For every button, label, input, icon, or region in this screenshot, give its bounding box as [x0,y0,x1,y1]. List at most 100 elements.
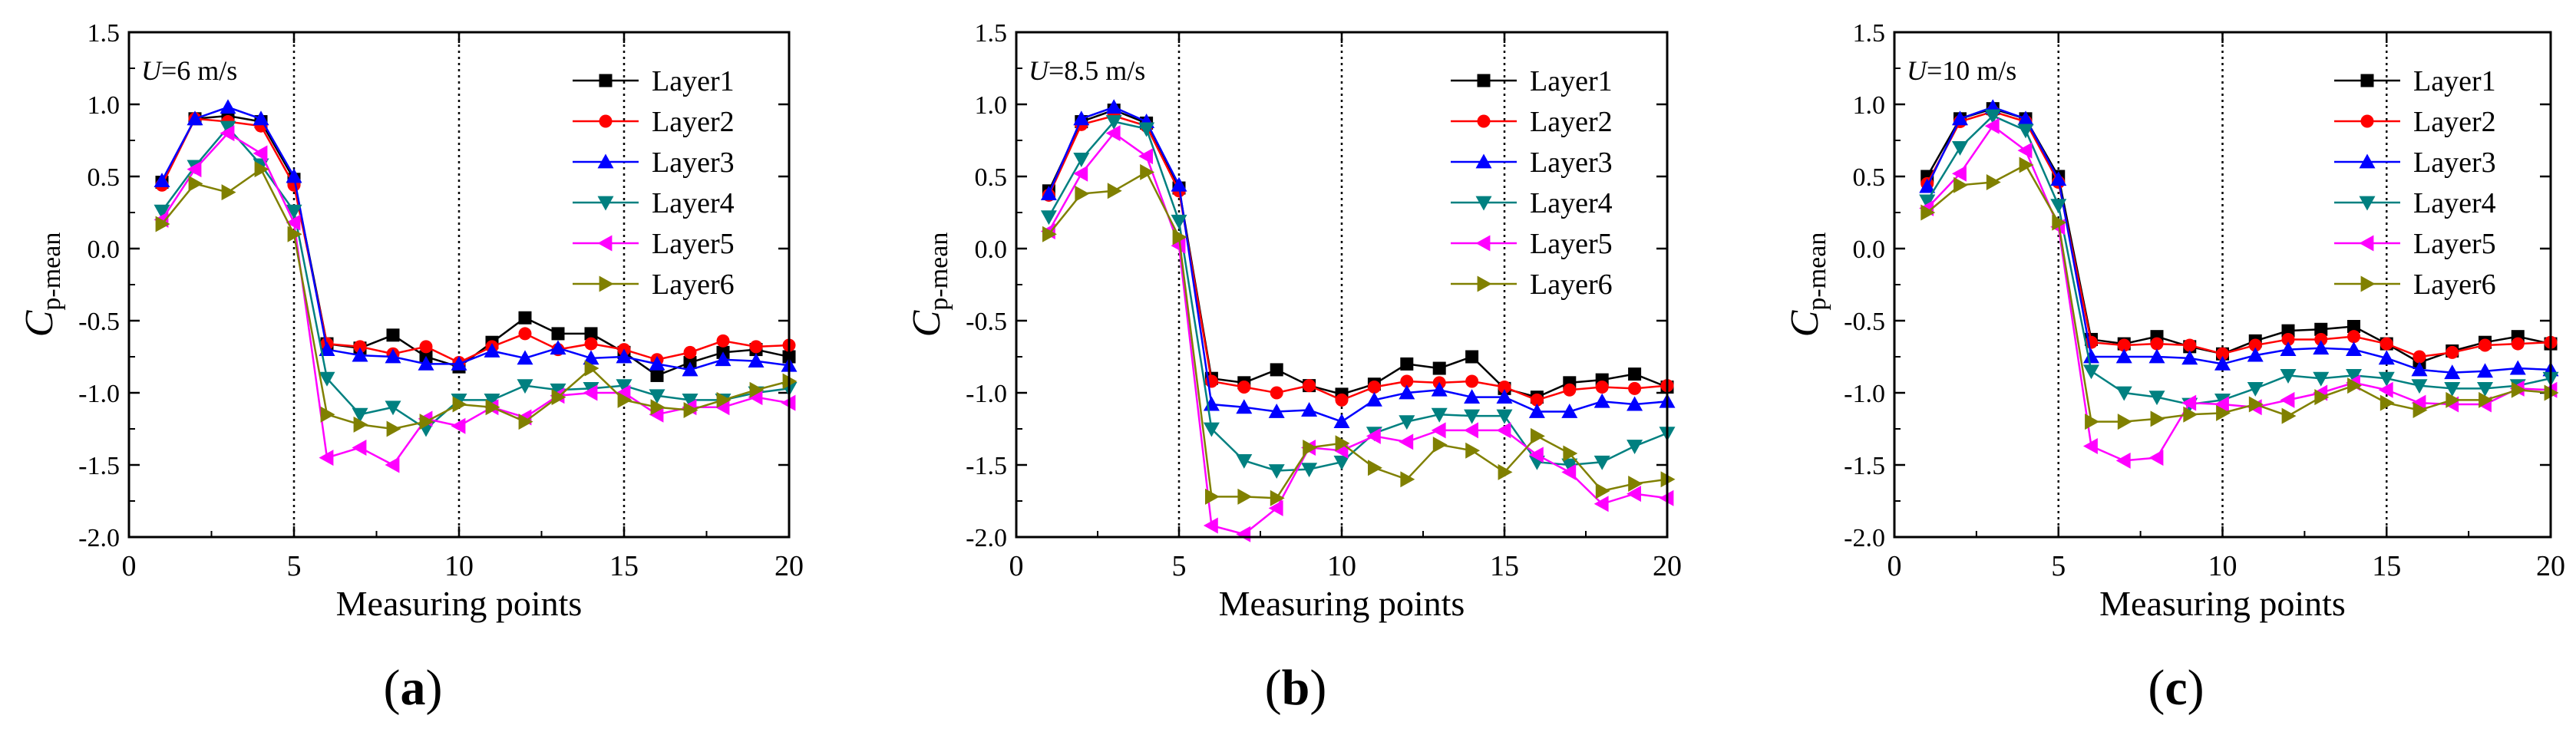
data-point-layer6 [1237,488,1253,505]
legend-marker [1475,153,1492,169]
data-point-layer3 [418,355,434,371]
data-point-layer2 [2314,332,2328,346]
data-point-layer6 [155,216,170,232]
data-point-layer6 [2347,377,2362,394]
y-tick-label: -1.0 [1844,380,1885,408]
legend-label: Layer5 [652,228,735,260]
data-point-layer6 [1172,229,1187,246]
data-point-layer6 [254,161,269,178]
y-axis-label: Cp-mean [18,232,66,338]
data-point-layer5 [1073,165,1088,182]
data-point-layer3 [1105,99,1122,114]
legend-label: Layer5 [2413,228,2496,260]
data-point-layer6 [2446,391,2461,408]
series-line-layer6 [1048,170,1668,499]
data-point-layer3 [319,341,335,356]
data-point-layer2 [1595,380,1609,394]
data-point-layer2 [1628,381,1642,395]
y-axis-label: Cp-mean [1783,232,1831,338]
data-point-layer5 [2181,394,2197,411]
panel-label: (b) [1265,660,1327,716]
data-point-layer2 [2117,338,2131,352]
data-point-layer4 [682,394,698,408]
legend-label: Layer1 [1530,65,1613,97]
data-point-layer6 [2479,391,2493,408]
data-point-layer1 [1432,361,1446,375]
data-point-layer2 [2216,347,2229,361]
data-point-layer6 [749,381,765,398]
x-tick-label: 10 [2208,550,2237,582]
data-point-layer5 [616,384,631,401]
data-point-layer1 [1465,350,1479,364]
data-point-layer5 [1399,433,1414,450]
data-point-layer5 [1984,117,2000,134]
data-point-layer3 [352,347,368,362]
data-point-layer3 [517,350,533,365]
data-point-layer3 [682,361,698,377]
data-point-layer4 [2083,364,2099,380]
chart-panel-c: 0 5 10 15 20 -2.0 -1.5 -1.0 -0.5 0.0 0.5 1.0 1.5 U=10… [1783,19,2565,716]
data-point-layer5 [1268,499,1283,516]
data-point-layer2 [2379,337,2393,351]
data-point-layer4 [1627,440,1643,455]
data-point-layer4 [1984,109,2001,124]
data-point-layer1 [386,328,400,342]
legend-marker [1477,114,1491,128]
x-tick-label: 0 [1009,550,1024,582]
y-tick-label: 1.5 [88,19,121,48]
y-tick-label: -1.0 [78,380,120,408]
data-point-layer5 [1236,526,1251,542]
legend-label: Layer3 [2413,147,2496,179]
data-point-layer6 [1498,463,1513,480]
data-point-layer4 [2050,199,2067,214]
data-point-layer2 [1498,380,1511,394]
data-point-layer3 [1171,176,1187,192]
legend-label: Layer3 [1530,147,1613,179]
data-point-layer5 [2017,142,2033,159]
data-point-layer6 [353,416,368,433]
data-point-layer4 [2477,381,2493,397]
series-layer6 [155,161,798,437]
data-point-layer1 [1400,357,1414,371]
data-point-layer3 [1333,414,1350,428]
legend-label: Layer2 [2413,106,2496,138]
legend-marker [2360,114,2374,128]
data-point-layer3 [2017,110,2034,126]
data-point-layer6 [518,414,533,430]
data-point-layer1 [650,368,664,382]
data-point-layer4 [2378,371,2395,387]
legend-marker [2359,196,2376,211]
data-point-layer1 [551,327,565,341]
data-point-layer6 [2085,414,2099,430]
data-point-layer3 [616,348,632,364]
data-point-layer3 [2214,355,2231,371]
series-layer4 [1919,109,2559,413]
data-point-layer3 [1268,403,1285,418]
data-point-layer4 [616,379,632,394]
data-point-layer4 [1496,409,1513,424]
data-point-layer3 [1593,393,1610,408]
series-line-layer4 [1926,114,2551,406]
data-point-layer2 [1465,374,1479,388]
data-point-layer6 [650,399,665,416]
legend-label: Layer2 [652,106,735,138]
data-point-layer6 [386,420,401,437]
data-point-layer3 [2378,350,2395,365]
legend-label: Layer4 [2413,187,2496,219]
x-tick-label: 20 [1653,550,1682,582]
data-point-layer5 [1561,463,1577,480]
y-tick-label: 0.5 [975,163,1008,192]
data-point-layer6 [716,391,732,408]
data-point-layer5 [1627,486,1641,503]
y-tick-label: 0.0 [1853,236,1886,264]
data-point-layer3 [1236,399,1253,414]
data-point-layer4 [385,400,401,416]
series-line-layer3 [160,106,790,371]
x-tick-label: 20 [774,550,804,582]
x-tick-label: 15 [609,550,639,582]
data-point-layer1 [1628,368,1642,381]
data-point-layer6 [1335,435,1350,452]
data-point-layer5 [2148,450,2164,466]
legend-marker [1477,275,1492,292]
data-point-layer3 [1528,403,1545,418]
